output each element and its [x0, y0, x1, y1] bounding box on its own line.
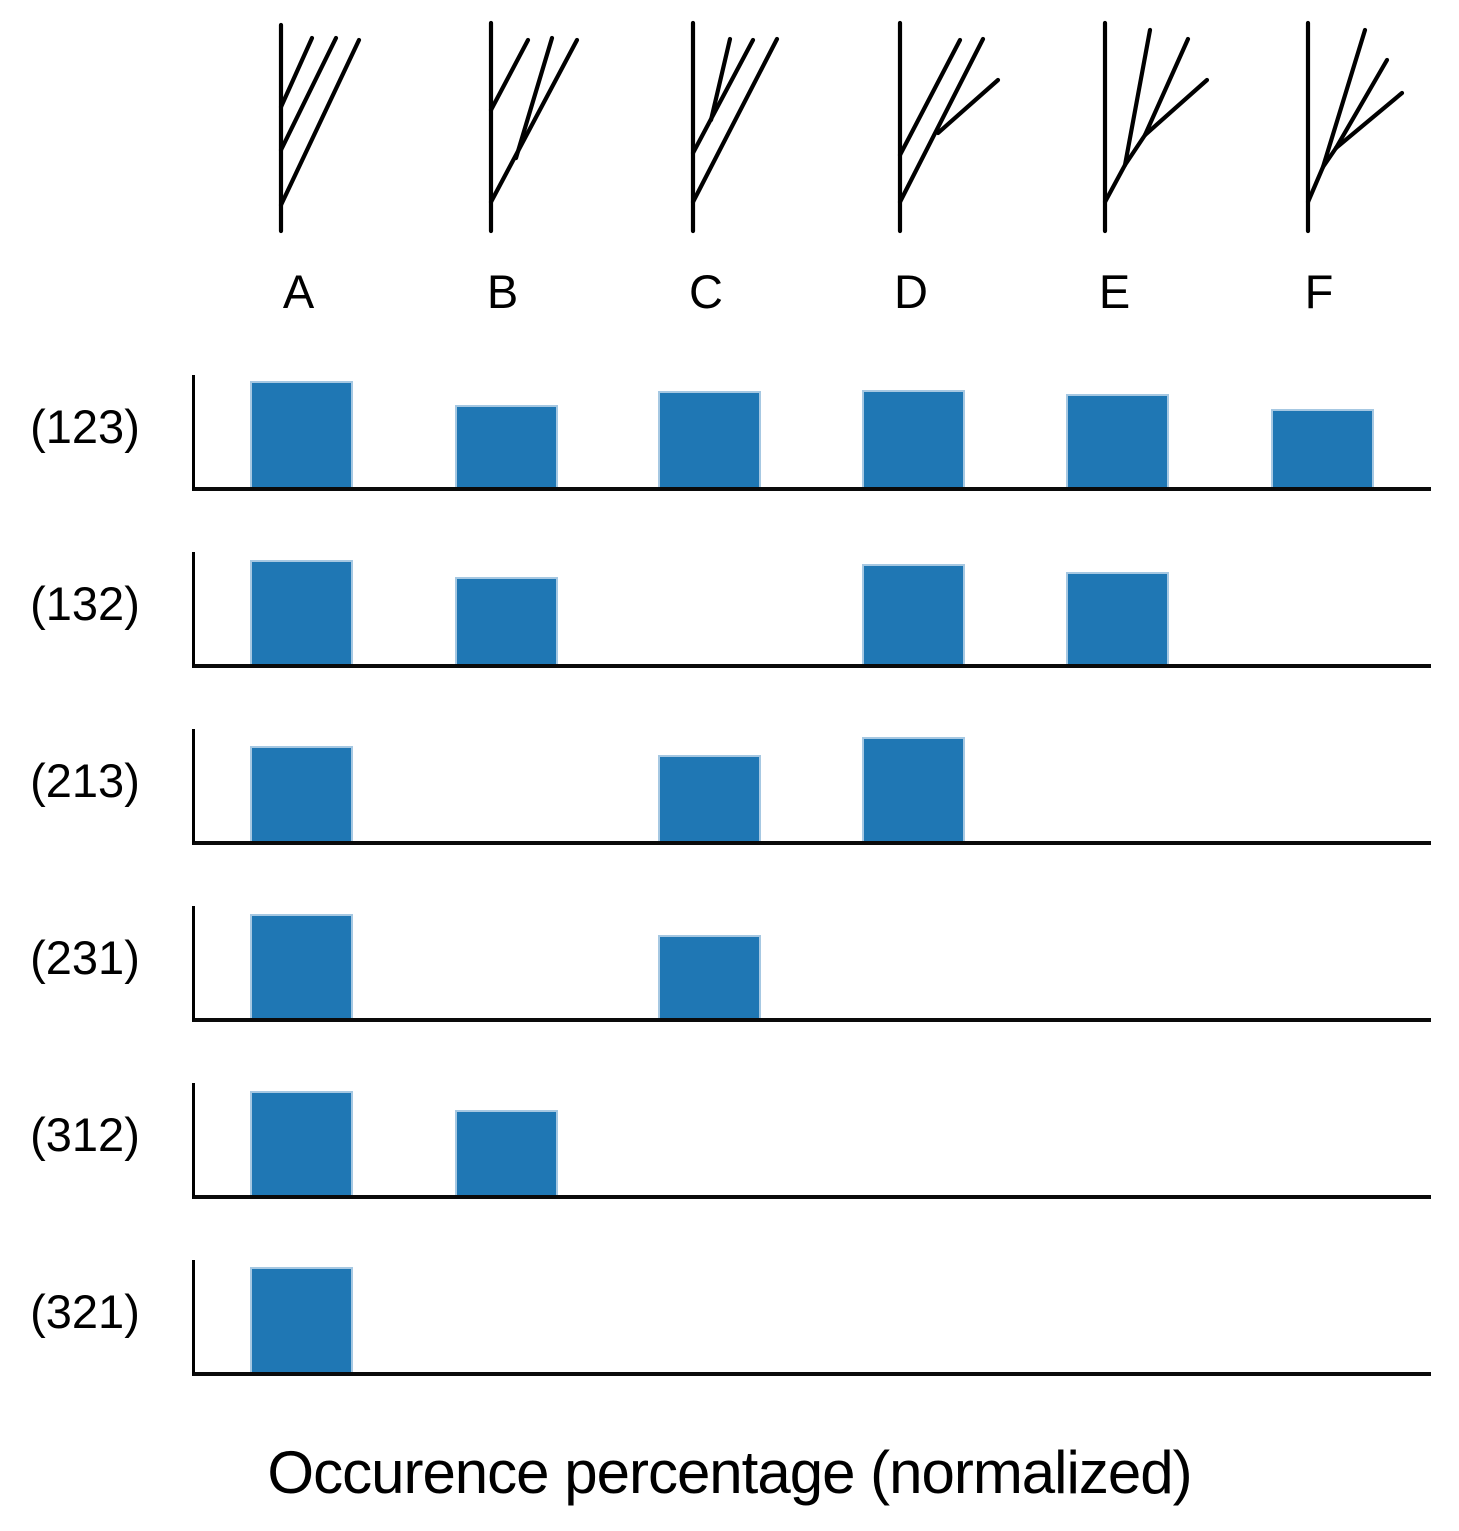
tree-e: [1102, 20, 1210, 234]
tree-f-branch-line: [1320, 27, 1368, 170]
tree-label-c: C: [689, 265, 723, 318]
tree-e-branch-line: [1142, 36, 1191, 138]
bar-321-a: [250, 1266, 353, 1373]
tree-label-f: F: [1304, 265, 1334, 318]
x-axis-title: Occurence percentage (normalized): [267, 1439, 1192, 1506]
row-label-321: (321): [30, 1285, 140, 1339]
tree-d-branch-line: [935, 77, 1001, 136]
tree-a-branch-line: [278, 35, 339, 153]
bar-132-d: [862, 563, 965, 664]
bar-123-a: [250, 381, 353, 487]
tree-label-b: B: [486, 265, 519, 318]
tree-d-branch-line: [897, 37, 963, 158]
bar-123-c: [658, 390, 761, 487]
bar-213-d: [862, 736, 965, 841]
tree-diagrams: [278, 20, 1405, 234]
chart-row-312: (312): [0, 1083, 1459, 1203]
tree-c-branch-line: [708, 36, 733, 123]
bar-123-e: [1066, 394, 1169, 487]
tree-c-branch-line: [690, 37, 756, 156]
bar-123-f: [1271, 408, 1374, 487]
row-axis-132: [192, 551, 1431, 668]
row-axis-231: [192, 906, 1431, 1022]
tree-a-branch-line: [278, 35, 315, 110]
tree-b-branch-line: [513, 35, 555, 161]
tree-a-branch-line: [278, 37, 362, 208]
row-label-312: (312): [30, 1108, 140, 1162]
tree-f-branch-line: [1333, 90, 1405, 151]
chart-row-213: (213): [0, 728, 1459, 849]
bar-231-c: [658, 934, 761, 1018]
tree-b-branch-line: [488, 37, 531, 113]
tree-b: [488, 20, 580, 234]
bar-132-b: [455, 577, 558, 664]
row-axis-123: [192, 374, 1431, 491]
bar-132-e: [1066, 572, 1169, 664]
tree-d-branch-line: [897, 36, 986, 205]
chart-row-321: (321): [0, 1260, 1459, 1380]
bar-312-b: [455, 1109, 558, 1196]
row-axis-213: [192, 728, 1431, 845]
bar-312-a: [250, 1090, 353, 1196]
bar-231-a: [250, 913, 353, 1018]
tree-c: [690, 20, 780, 234]
bar-123-d: [862, 389, 965, 487]
row-label-132: (132): [30, 576, 140, 630]
bar-132-a: [250, 559, 353, 664]
tree-d: [897, 20, 1001, 234]
tree-a: [278, 22, 362, 234]
tree-e-branch-line: [1122, 27, 1153, 168]
row-label-123: (123): [30, 399, 140, 453]
chart-row-132: (132): [0, 551, 1459, 672]
bar-123-b: [455, 404, 558, 487]
tree-f-branch-line: [1305, 164, 1326, 205]
bar-213-a: [250, 746, 353, 841]
tree-f: [1305, 20, 1405, 234]
tree-e-branch-line: [1142, 77, 1210, 138]
tree-b-branch-line: [488, 37, 580, 205]
tree-label-a: A: [282, 265, 315, 318]
row-label-213: (213): [30, 753, 140, 807]
chart-row-231: (231): [0, 906, 1459, 1026]
chart-row-123: (123): [0, 374, 1459, 495]
tree-f-branch-line: [1320, 145, 1339, 170]
tree-label-d: D: [894, 265, 928, 318]
row-axis-321: [192, 1260, 1431, 1377]
tree-label-e: E: [1098, 265, 1131, 318]
row-axis-312: [192, 1083, 1431, 1200]
bar-213-c: [658, 754, 761, 841]
tree-c-branch-line: [690, 36, 780, 205]
tree-e-branch-line: [1102, 162, 1128, 205]
row-label-231: (231): [30, 931, 140, 984]
tree-e-branch-line: [1122, 132, 1148, 168]
tree-f-branch-line: [1333, 57, 1390, 151]
